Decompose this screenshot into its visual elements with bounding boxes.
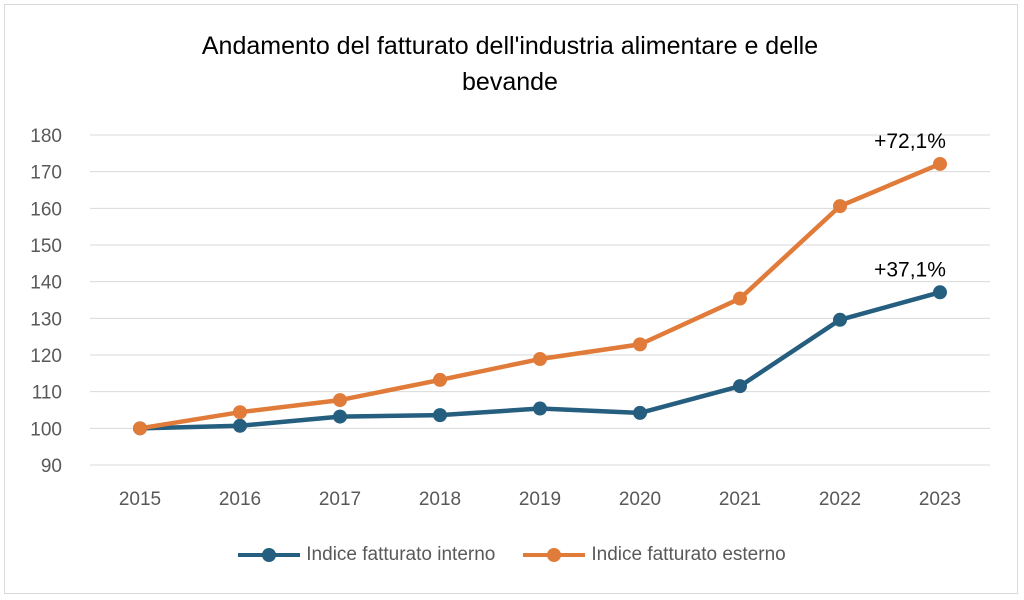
x-tick-label-2021: 2021	[719, 489, 761, 510]
data-point-esterno-2018	[433, 372, 447, 387]
y-tick-label-140: 140	[30, 273, 62, 294]
x-tick-label-2016: 2016	[219, 489, 261, 510]
data-point-esterno-2019	[533, 352, 547, 367]
data-point-esterno-2021	[733, 291, 747, 306]
legend-swatch-esterno	[523, 548, 586, 562]
end-label-esterno: +72,1%	[874, 130, 946, 153]
data-point-interno-2018	[433, 408, 447, 423]
data-point-interno-2020	[633, 405, 647, 420]
data-point-esterno-2016	[233, 405, 247, 420]
y-tick-label-120: 120	[30, 346, 62, 367]
y-tick-label-100: 100	[30, 419, 62, 440]
y-tick-label-160: 160	[30, 199, 62, 220]
x-tick-label-2017: 2017	[319, 489, 361, 510]
y-tick-label-110: 110	[32, 383, 62, 404]
end-label-interno: +37,1%	[874, 258, 946, 281]
data-point-interno-2019	[533, 401, 547, 416]
legend-label-esterno: Indice fatturato esterno	[591, 544, 786, 565]
y-tick-label-170: 170	[30, 163, 62, 184]
data-point-interno-2023	[933, 285, 947, 300]
y-tick-label-150: 150	[30, 236, 62, 257]
x-tick-label-2023: 2023	[919, 489, 961, 510]
chart-legend: Indice fatturato interno Indice fatturat…	[0, 540, 1024, 570]
y-tick-label-90: 90	[41, 456, 62, 477]
chart-title-line-2: bevande	[462, 68, 558, 96]
series-line-esterno	[137, 161, 943, 431]
y-tick-label-130: 130	[30, 309, 62, 330]
legend-item-esterno: Indice fatturato esterno	[523, 544, 786, 566]
data-point-interno-2021	[733, 379, 747, 394]
data-point-esterno-2022	[833, 199, 847, 214]
chart-title: Andamento del fatturato dell'industria a…	[60, 28, 960, 100]
x-tick-label-2022: 2022	[819, 489, 861, 510]
data-point-esterno-2015	[133, 421, 147, 436]
x-tick-label-2020: 2020	[619, 489, 661, 510]
data-point-interno-2016	[233, 418, 247, 433]
x-tick-label-2019: 2019	[519, 489, 561, 510]
data-point-esterno-2020	[633, 337, 647, 352]
chart-title-line-1: Andamento del fatturato dell'industria a…	[201, 32, 819, 60]
legend-label-interno: Indice fatturato interno	[306, 544, 496, 565]
legend-swatch-interno	[238, 548, 301, 562]
data-point-interno-2017	[333, 409, 347, 424]
x-tick-label-2015: 2015	[119, 489, 161, 510]
x-tick-label-2018: 2018	[419, 489, 461, 510]
chart-frame	[4, 4, 1018, 594]
legend-marker-interno	[262, 548, 277, 562]
y-tick-label-180: 180	[30, 126, 62, 147]
legend-marker-esterno	[547, 548, 562, 562]
data-point-esterno-2017	[333, 393, 347, 408]
data-point-esterno-2023	[933, 156, 947, 171]
data-point-interno-2022	[833, 312, 847, 327]
legend-item-interno: Indice fatturato interno	[238, 544, 495, 566]
